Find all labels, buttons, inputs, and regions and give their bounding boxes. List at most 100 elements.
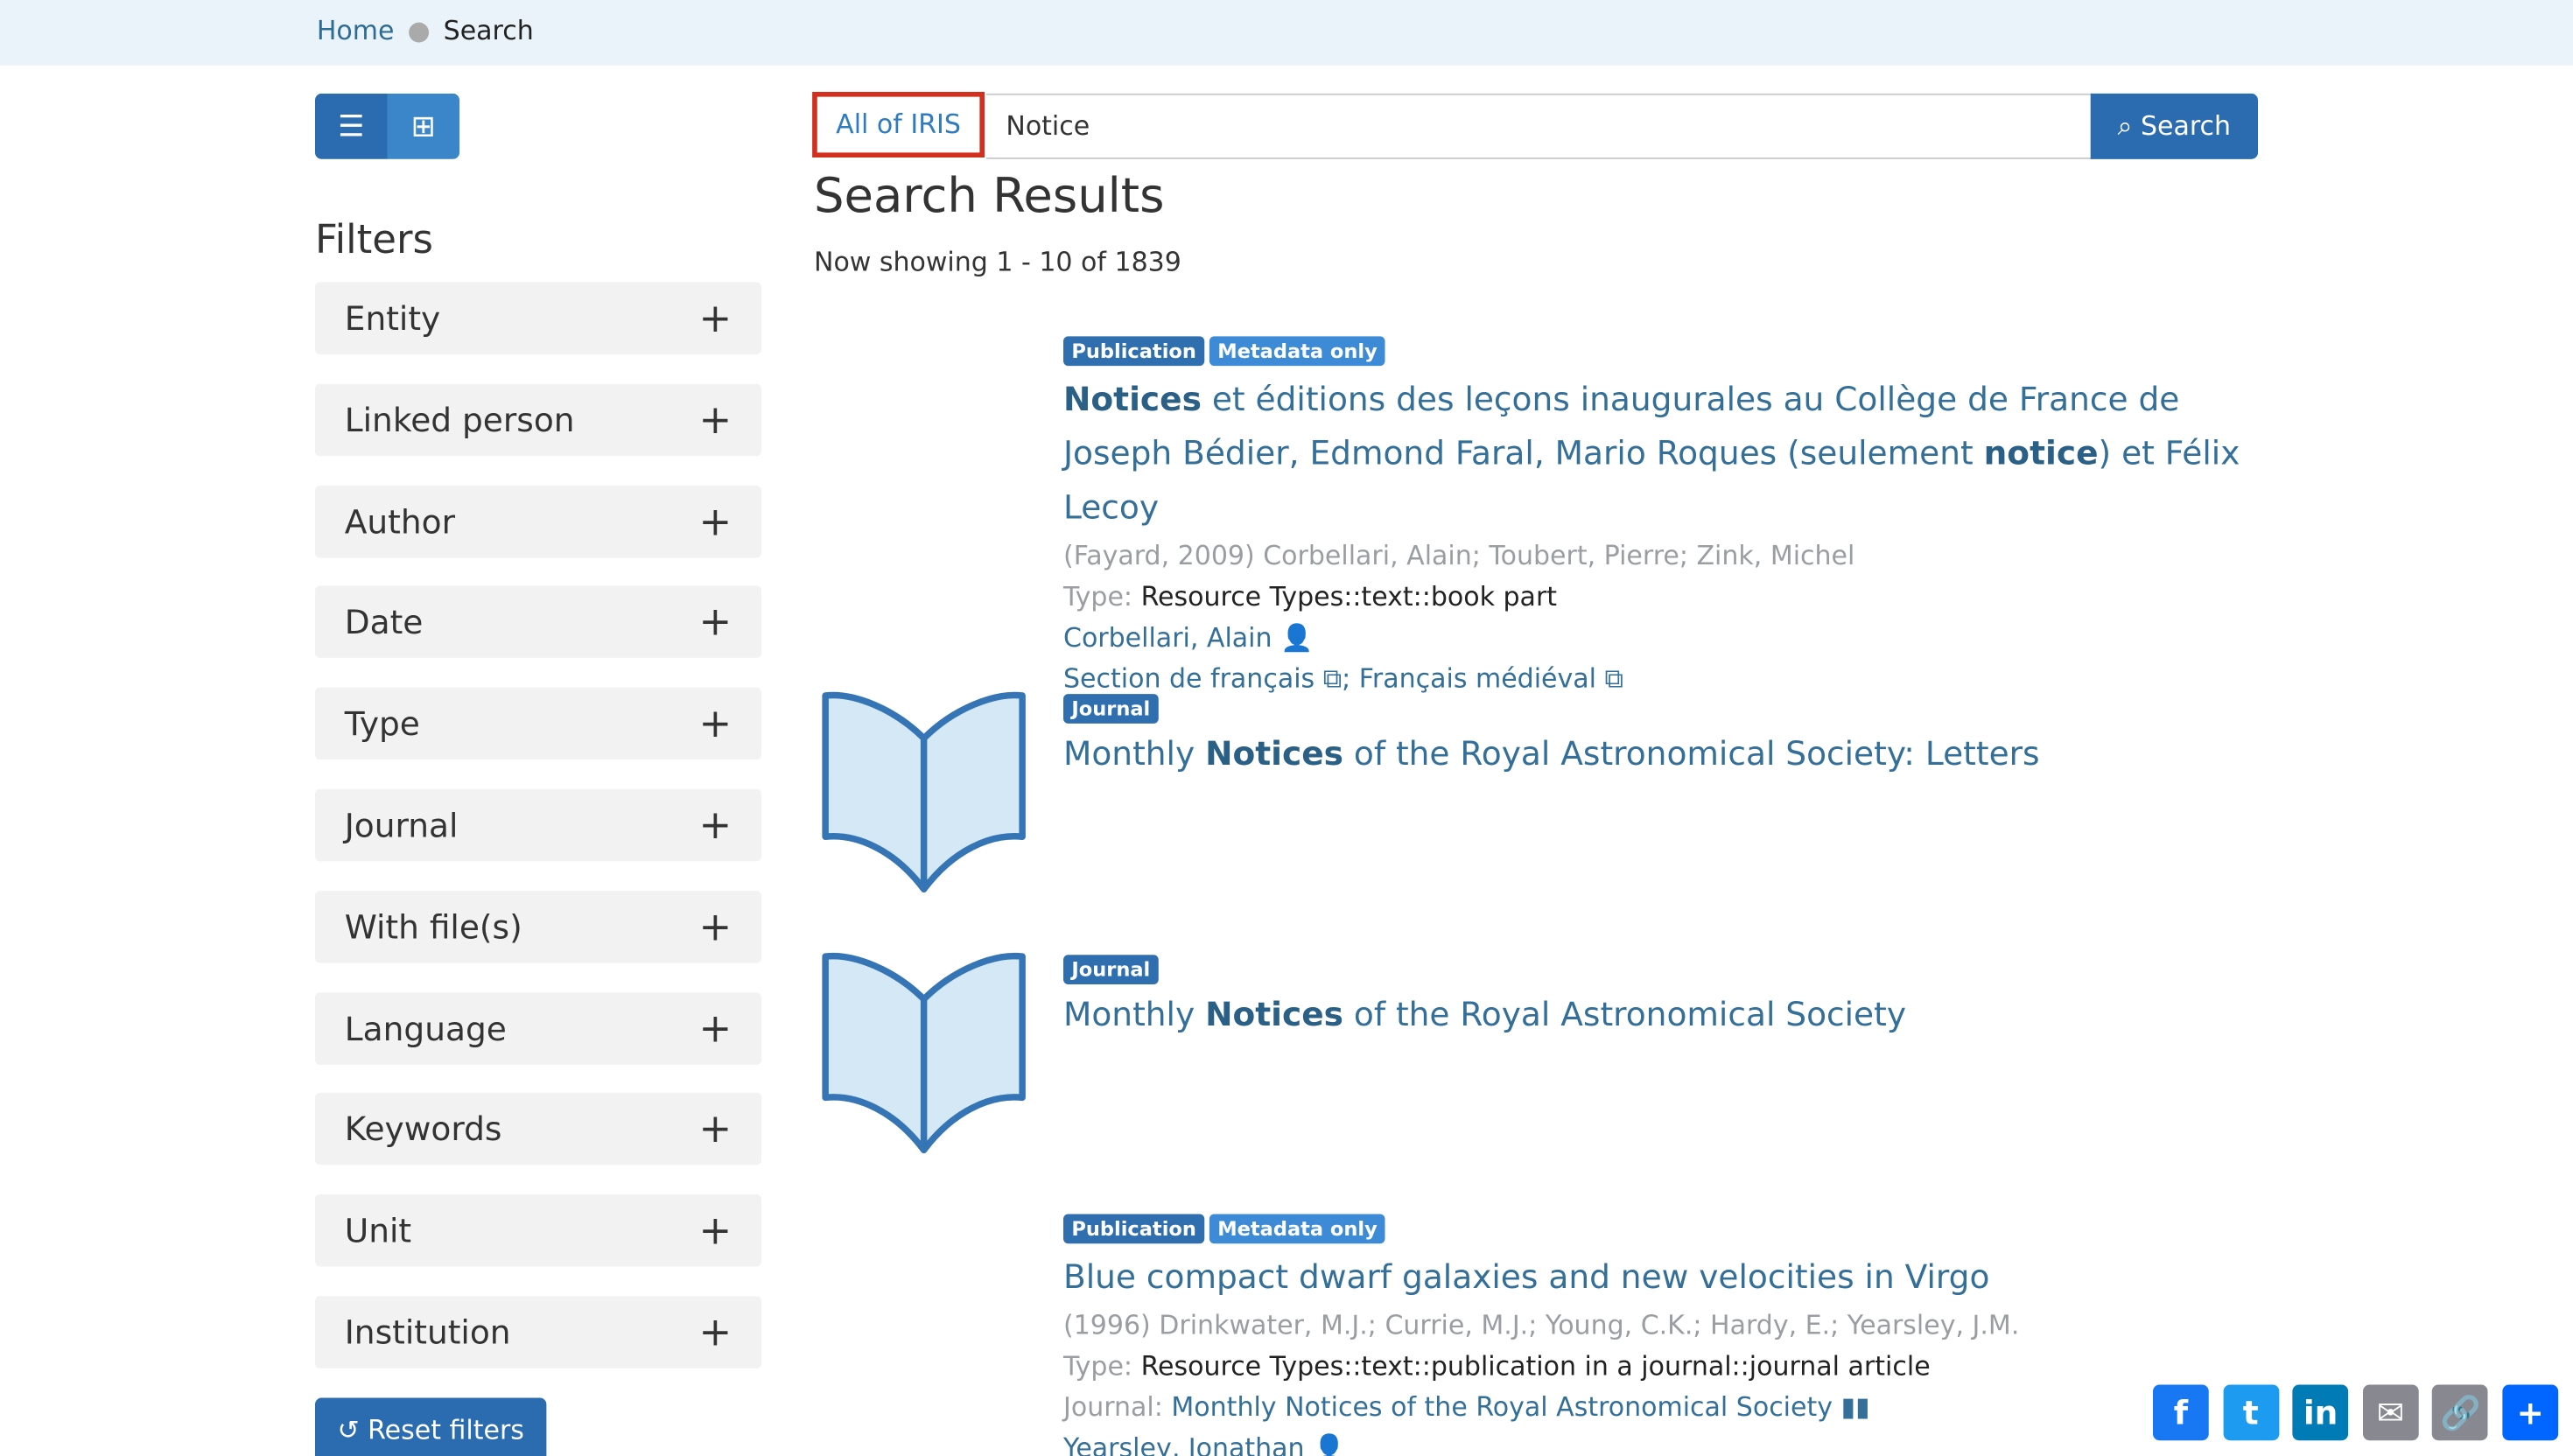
person-icon: 👤 xyxy=(1313,1432,1346,1456)
filter-label: Entity xyxy=(344,298,441,339)
grid-icon: ⊞ xyxy=(410,108,436,144)
share-email-button[interactable]: ✉ xyxy=(2362,1384,2419,1441)
list-icon: ☰ xyxy=(338,108,365,144)
filter-label: Language xyxy=(344,1008,507,1048)
share-icon: + xyxy=(2516,1392,2544,1432)
filter-journal[interactable]: Journal + xyxy=(315,788,761,862)
filter-entity[interactable]: Entity + xyxy=(315,282,761,354)
result-title-link[interactable]: Blue compact dwarf galaxies and new velo… xyxy=(1063,1256,1990,1297)
copy-link-icon: 🔗 xyxy=(2440,1392,2481,1432)
filter-label: Date xyxy=(344,602,424,642)
email-icon: ✉ xyxy=(2376,1392,2405,1432)
type-value: Resource Types::text::book part xyxy=(1140,580,1558,612)
filter-label: Unit xyxy=(344,1211,412,1251)
badge-publication: Publication xyxy=(1063,1214,1205,1244)
list-view-button[interactable]: ☰ xyxy=(315,93,388,159)
filter-label: Keywords xyxy=(344,1110,502,1150)
result-title-link[interactable]: Monthly Notices of the Royal Astronomica… xyxy=(1063,727,2245,781)
result-meta: (Fayard, 2009) Corbellari, Alain; Touber… xyxy=(1063,539,1855,571)
filter-author[interactable]: Author + xyxy=(315,485,761,557)
filter-keywords[interactable]: Keywords + xyxy=(315,1093,761,1166)
filter-unit[interactable]: Unit + xyxy=(315,1194,761,1267)
page-title: Search Results xyxy=(814,167,1165,223)
filter-with-file-s-[interactable]: With file(s) + xyxy=(315,890,761,963)
plus-icon: + xyxy=(698,1106,733,1152)
unit-link[interactable]: ; Français médiéval xyxy=(1342,662,1596,695)
person-link[interactable]: Yearsley, Jonathan xyxy=(1063,1432,1305,1456)
share-copy-link-button[interactable]: 🔗 xyxy=(2432,1384,2489,1441)
badge-publication: Publication xyxy=(1063,336,1205,367)
plus-icon: + xyxy=(698,903,733,950)
title-highlight: Notices xyxy=(1205,994,1343,1034)
badge-journal: Journal xyxy=(1063,955,1159,984)
type-label: Type: xyxy=(1063,1350,1133,1382)
journal-label: Journal: xyxy=(1063,1391,1163,1423)
breadcrumb-current: Search xyxy=(443,14,534,46)
badge-metadata-only: Metadata only xyxy=(1209,336,1386,367)
filter-label: With file(s) xyxy=(344,906,522,947)
search-button[interactable]: ⌕ Search xyxy=(2090,93,2258,159)
result-item: Publication Metadata only Notices et édit… xyxy=(1063,333,2245,699)
filter-language[interactable]: Language + xyxy=(315,991,761,1065)
filter-label: Institution xyxy=(344,1312,511,1352)
share-linkedin-button[interactable]: in xyxy=(2292,1384,2349,1441)
title-text: et éditions des leçons inaugurales au Co… xyxy=(1063,379,2180,472)
title-text: Monthly xyxy=(1063,733,1206,774)
breadcrumb-separator: ● xyxy=(407,14,431,46)
reset-label: Reset filters xyxy=(368,1414,524,1446)
search-scope-button[interactable]: All of IRIS xyxy=(812,92,985,158)
share-twitter-button[interactable]: t xyxy=(2222,1384,2279,1441)
breadcrumb-home[interactable]: Home xyxy=(316,14,395,46)
plus-icon: + xyxy=(698,498,733,544)
plus-icon: + xyxy=(698,1004,733,1052)
type-label: Type: xyxy=(1063,580,1133,612)
share-facebook-button[interactable]: f xyxy=(2153,1384,2209,1441)
unit-link[interactable]: Section de français xyxy=(1063,662,1315,695)
book-open-icon: ▮▮ xyxy=(1840,1391,1870,1423)
reset-filters-button[interactable]: ↺ Reset filters xyxy=(315,1397,547,1456)
plus-icon: + xyxy=(698,700,733,747)
hierarchy-icon: ⧉ xyxy=(1322,662,1343,695)
filter-label: Author xyxy=(344,500,456,541)
facebook-icon: f xyxy=(2173,1392,2189,1432)
title-text: of the Royal Astronomical Society xyxy=(1343,994,1907,1034)
plus-icon: + xyxy=(698,599,733,646)
filter-label: Type xyxy=(344,704,420,744)
result-count: Now showing 1 - 10 of 1839 xyxy=(814,246,1181,277)
search-button-label: Search xyxy=(2140,109,2232,142)
result-item: Journal Monthly Notices of the Royal Ast… xyxy=(1063,690,2245,780)
result-item: Publication Metadata only Blue compact dw… xyxy=(1063,1211,2245,1456)
filter-label: Journal xyxy=(344,805,459,845)
twitter-icon: t xyxy=(2242,1392,2259,1432)
filter-date[interactable]: Date + xyxy=(315,586,761,659)
filter-institution[interactable]: Institution + xyxy=(315,1296,761,1368)
result-title-link[interactable]: Notices et éditions des leçons inaugural… xyxy=(1063,373,2245,536)
title-highlight: Notices xyxy=(1205,733,1343,774)
result-item: Journal Monthly Notices of the Royal Ast… xyxy=(1063,952,2245,1042)
badge-metadata-only: Metadata only xyxy=(1209,1214,1386,1244)
search-icon: ⌕ xyxy=(2117,109,2141,142)
breadcrumb: Home ● Search xyxy=(0,0,2573,66)
filter-linked-person[interactable]: Linked person + xyxy=(315,383,761,456)
journal-link[interactable]: Monthly Notices of the Royal Astronomica… xyxy=(1171,1391,1833,1423)
book-icon xyxy=(822,952,1026,1154)
plus-icon: + xyxy=(698,802,733,849)
type-value: Resource Types::text::publication in a j… xyxy=(1140,1350,1931,1382)
share-share-button[interactable]: + xyxy=(2502,1384,2559,1441)
result-title-link[interactable]: Monthly Notices of the Royal Astronomica… xyxy=(1063,988,2245,1042)
search-input[interactable]: Notice xyxy=(985,93,2093,159)
hierarchy-icon: ⧉ xyxy=(1604,662,1623,695)
plus-icon: + xyxy=(698,1309,733,1355)
filter-type[interactable]: Type + xyxy=(315,687,761,760)
title-text: Monthly xyxy=(1063,994,1206,1034)
undo-icon: ↺ xyxy=(337,1414,368,1446)
grid-view-button[interactable]: ⊞ xyxy=(387,93,459,159)
book-icon xyxy=(822,691,1026,892)
result-meta: (1996) Drinkwater, M.J.; Currie, M.J.; Y… xyxy=(1063,1309,2020,1340)
title-text: ) et Félix Lecoy xyxy=(1063,433,2240,527)
title-highlight: Notices xyxy=(1063,379,1202,419)
person-link[interactable]: Corbellari, Alain xyxy=(1063,621,1272,654)
plus-icon: + xyxy=(698,396,733,443)
plus-icon: + xyxy=(698,295,733,342)
filter-label: Linked person xyxy=(344,400,575,440)
